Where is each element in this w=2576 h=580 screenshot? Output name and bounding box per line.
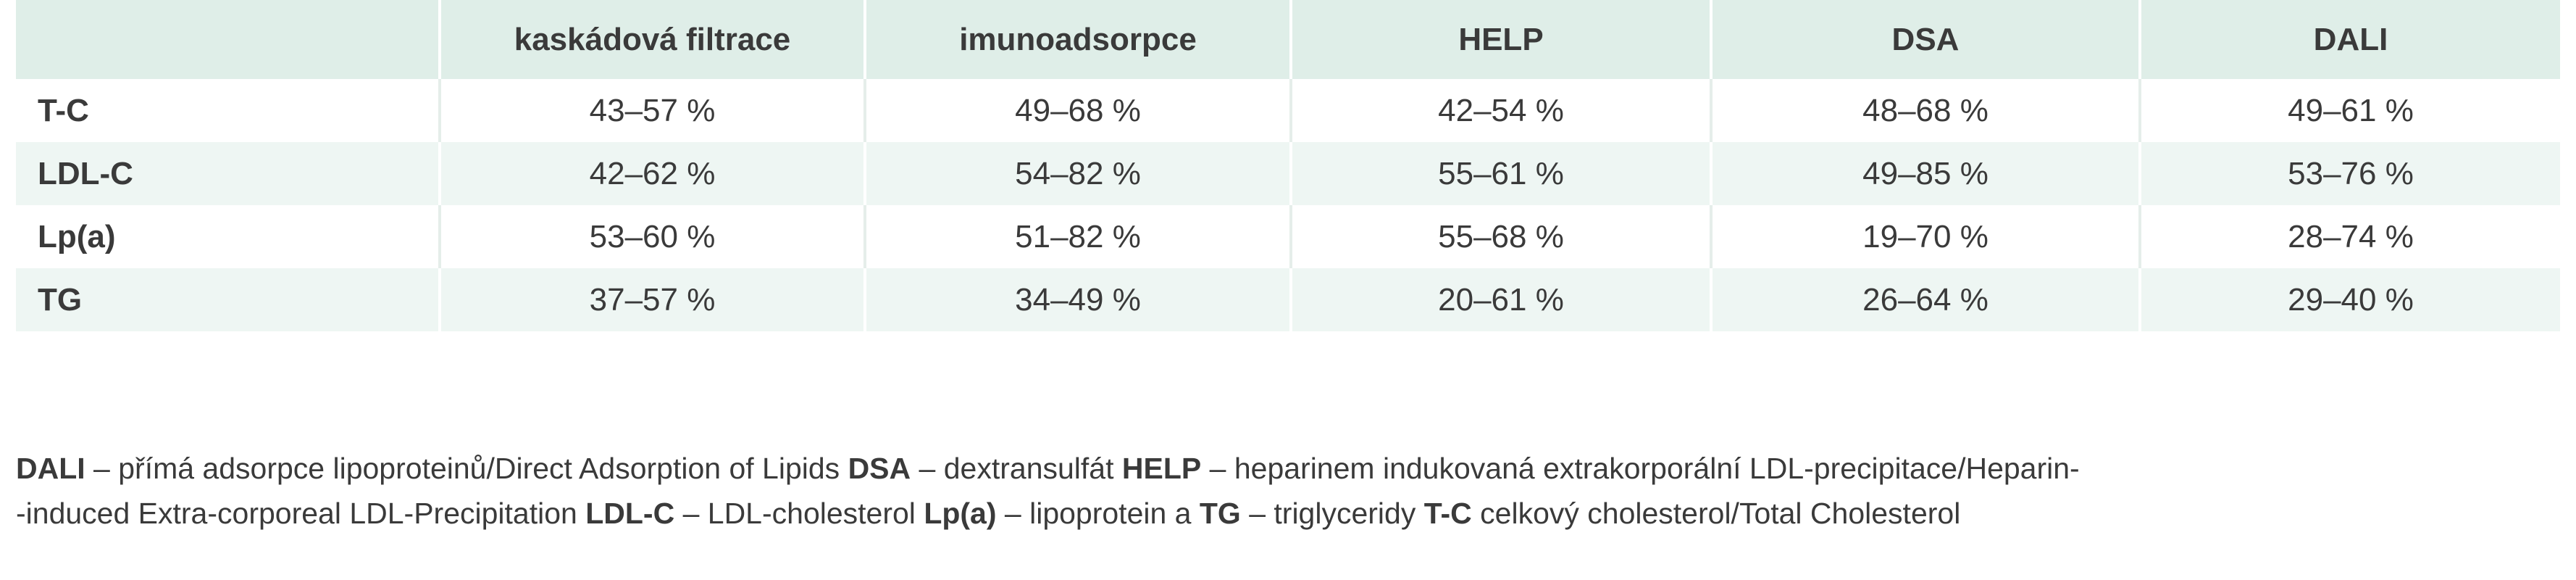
legend-term-ldlc: LDL-C bbox=[585, 497, 675, 530]
table-cell: 51–82 % bbox=[863, 205, 1291, 268]
legend-desc-lpa: – lipoprotein a bbox=[996, 497, 1200, 530]
table-cell: 37–57 % bbox=[438, 268, 865, 331]
legend-term-tc: T-C bbox=[1423, 497, 1472, 530]
row-header-ldlc: LDL-C bbox=[38, 155, 133, 191]
legend-term-help: HELP bbox=[1121, 452, 1202, 485]
table-cell: 42–54 % bbox=[1289, 79, 1711, 142]
table-row: Lp(a) 53–60 % 51–82 % 55–68 % 19–70 % 28… bbox=[16, 205, 2560, 268]
legend-desc-tc: celkový cholesterol/Total Cholesterol bbox=[1471, 497, 1961, 530]
legend-desc-dali: – přímá adsorpce lipoproteinů/Direct Ads… bbox=[85, 452, 848, 485]
table-cell: 19–70 % bbox=[1710, 205, 2140, 268]
column-header-empty bbox=[16, 0, 440, 79]
legend-desc-dsa: – dextransulfát bbox=[911, 452, 1122, 485]
table-cell: 28–74 % bbox=[2138, 205, 2560, 268]
table-cell: 20–61 % bbox=[1289, 268, 1711, 331]
table-row: LDL-C 42–62 % 54–82 % 55–61 % 49–85 % 53… bbox=[16, 142, 2560, 205]
apheresis-comparison-table: kaskádová filtrace imunoadsorpce HELP DS… bbox=[16, 0, 2560, 331]
table-cell: 55–61 % bbox=[1289, 142, 1711, 205]
table-cell: 34–49 % bbox=[863, 268, 1291, 331]
table-cell: 49–85 % bbox=[1710, 142, 2140, 205]
table-header-row: kaskádová filtrace imunoadsorpce HELP DS… bbox=[16, 0, 2560, 79]
table-cell: 53–60 % bbox=[438, 205, 865, 268]
table-cell: 48–68 % bbox=[1710, 79, 2140, 142]
column-header-dsa: DSA bbox=[1710, 0, 2140, 79]
table-cell: 42–62 % bbox=[438, 142, 865, 205]
legend-term-dsa: DSA bbox=[848, 452, 911, 485]
legend-term-dali: DALI bbox=[16, 452, 85, 485]
column-header-help: HELP bbox=[1289, 0, 1711, 79]
column-header-dali: DALI bbox=[2138, 0, 2560, 79]
legend-desc-ldlc: – LDL-cholesterol bbox=[674, 497, 924, 530]
table-row: TG 37–57 % 34–49 % 20–61 % 26–64 % 29–40… bbox=[16, 268, 2560, 331]
table-cell: 49–61 % bbox=[2138, 79, 2560, 142]
table-cell: 54–82 % bbox=[863, 142, 1291, 205]
table-cell: 29–40 % bbox=[2138, 268, 2560, 331]
legend-desc-help: – heparinem indukovaná extrakorporální L… bbox=[1201, 452, 2080, 485]
legend-desc-tg: – triglyceridy bbox=[1240, 497, 1424, 530]
legend-desc-help-continued: -induced Extra-corporeal LDL-Precipitati… bbox=[16, 497, 586, 530]
comparison-table-container: kaskádová filtrace imunoadsorpce HELP DS… bbox=[16, 0, 2560, 331]
table-cell: 55–68 % bbox=[1289, 205, 1711, 268]
column-header-cascade-filtration: kaskádová filtrace bbox=[438, 0, 865, 79]
table-cell: 26–64 % bbox=[1710, 268, 2140, 331]
table-cell: 53–76 % bbox=[2138, 142, 2560, 205]
table-cell: 49–68 % bbox=[863, 79, 1291, 142]
legend-term-lpa: Lp(a) bbox=[924, 497, 997, 530]
row-header-lpa: Lp(a) bbox=[38, 218, 116, 254]
legend-line-2: -induced Extra-corporeal LDL-Precipitati… bbox=[16, 491, 2551, 536]
table-row: T-C 43–57 % 49–68 % 42–54 % 48–68 % 49–6… bbox=[16, 79, 2560, 142]
column-header-immunoadsorption: imunoadsorpce bbox=[863, 0, 1291, 79]
legend-line-1: DALI – přímá adsorpce lipoproteinů/Direc… bbox=[16, 446, 2551, 491]
row-header-tc: T-C bbox=[38, 92, 89, 128]
abbreviation-legend: DALI – přímá adsorpce lipoproteinů/Direc… bbox=[16, 446, 2551, 536]
legend-term-tg: TG bbox=[1199, 497, 1241, 530]
row-header-tg: TG bbox=[38, 281, 83, 318]
table-cell: 43–57 % bbox=[438, 79, 865, 142]
